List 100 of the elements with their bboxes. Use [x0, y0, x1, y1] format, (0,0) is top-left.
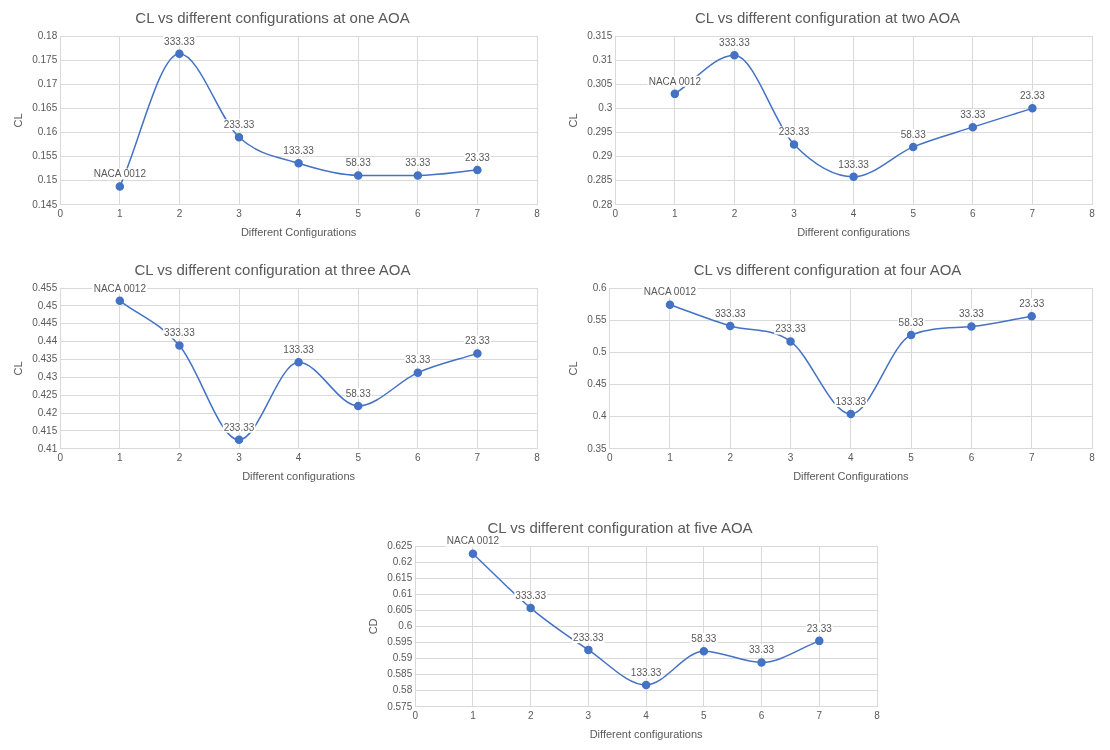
annotation: 33.33 [960, 108, 986, 120]
annotation: 233.33 [778, 126, 810, 138]
annotation: 58.33 [691, 632, 717, 644]
point [1027, 312, 1036, 321]
x-tick-label: 1 [672, 207, 679, 219]
y-tick-label: 0.62 [392, 555, 413, 567]
point [526, 603, 535, 613]
annotation: 23.33 [1019, 298, 1045, 310]
annotation: NACA 0012 [93, 282, 147, 294]
x-tick-label: 2 [176, 207, 183, 219]
y-axis-title: CL [11, 113, 24, 128]
point [815, 636, 824, 646]
point [906, 330, 916, 340]
x-tick-label: 8 [534, 451, 541, 463]
y-axis-title: CD [366, 618, 379, 635]
y-tick-label: 0.55 [587, 313, 608, 325]
x-tick-label: 1 [117, 207, 124, 219]
chart-title: CL vs different configuration at three AOA [134, 261, 411, 279]
chart-title: CL vs different configuration at two AOA [694, 9, 961, 27]
y-tick-label: 0.59 [392, 652, 413, 664]
y-tick-label: 0.3 [598, 102, 613, 114]
y-tick-label: 0.625 [387, 539, 413, 551]
annotation: 233.33 [573, 631, 605, 643]
x-axis-title: Different configurations [797, 226, 911, 239]
point [849, 172, 858, 182]
x-axis-title: Different Configurations [793, 470, 909, 483]
x-tick-label: 1 [667, 451, 674, 463]
annotation: 333.33 [164, 35, 196, 47]
x-tick-label: 5 [910, 207, 917, 219]
point [175, 49, 184, 59]
annotation: 23.33 [806, 622, 833, 634]
y-tick-label: 0.435 [32, 353, 58, 365]
y-tick-label: 0.18 [37, 29, 58, 41]
annotation: NACA 0012 [93, 168, 147, 180]
x-tick-label: 5 [701, 709, 708, 721]
y-tick-label: 0.595 [387, 636, 413, 648]
y-tick-label: 0.28 [592, 198, 613, 210]
point [670, 89, 680, 99]
y-tick-label: 0.5 [592, 346, 608, 358]
point [967, 322, 976, 331]
x-tick-label: 0 [612, 207, 619, 219]
annotation: 23.33 [1019, 90, 1046, 102]
annotation: 133.33 [835, 395, 867, 407]
point [115, 296, 125, 306]
x-tick-label: 3 [585, 709, 592, 721]
annotation: 33.33 [405, 157, 431, 169]
annotation: 333.33 [714, 307, 746, 319]
point [730, 51, 739, 60]
annotation: NACA 0012 [643, 286, 697, 298]
y-axis-title: CL [11, 361, 24, 376]
y-tick-label: 0.175 [32, 53, 58, 65]
x-tick-label: 6 [415, 451, 422, 463]
point [908, 142, 918, 152]
x-tick-label: 1 [470, 709, 477, 721]
x-tick-label: 6 [415, 207, 422, 219]
x-tick-label: 8 [1089, 451, 1096, 463]
point [1028, 104, 1037, 113]
chart-title: CL vs different configurations at one AOA [135, 9, 410, 27]
x-tick-label: 3 [236, 451, 243, 463]
y-tick-label: 0.6 [398, 620, 413, 632]
annotation: 133.33 [838, 158, 870, 170]
point [584, 645, 593, 655]
x-axis-title: Different Configurations [240, 226, 357, 239]
point [786, 337, 795, 346]
y-tick-label: 0.45 [37, 299, 58, 311]
y-tick-label: 0.605 [387, 604, 413, 616]
x-tick-label: 3 [236, 207, 243, 219]
y-tick-label: 0.41 [37, 442, 58, 454]
x-tick-label: 6 [758, 709, 765, 721]
annotation: 33.33 [958, 308, 985, 320]
annotation: 58.33 [345, 387, 372, 399]
chart-title: CL vs different configuration at five AOA [487, 519, 753, 537]
point [757, 658, 766, 667]
y-tick-label: 0.415 [32, 424, 58, 436]
y-tick-label: 0.425 [32, 388, 58, 400]
annotation: 233.33 [223, 119, 255, 131]
x-tick-label: 6 [968, 451, 975, 463]
y-tick-label: 0.15 [37, 174, 58, 186]
x-tick-label: 7 [1029, 207, 1036, 219]
x-tick-label: 7 [1028, 451, 1035, 463]
point [726, 321, 735, 331]
y-tick-label: 0.6 [592, 281, 608, 293]
annotation: 33.33 [405, 354, 431, 366]
y-tick-label: 0.165 [32, 102, 58, 114]
y-tick-label: 0.44 [37, 335, 58, 347]
y-tick-label: 0.305 [587, 77, 613, 89]
x-tick-label: 3 [791, 207, 798, 219]
x-tick-label: 0 [57, 207, 64, 219]
annotation: 233.33 [775, 323, 807, 335]
x-tick-label: 4 [848, 451, 855, 463]
y-tick-label: 0.445 [32, 317, 58, 329]
point [968, 122, 978, 132]
y-tick-label: 0.285 [587, 174, 613, 186]
point [234, 133, 244, 142]
point [175, 341, 184, 350]
point [234, 435, 244, 445]
y-axis-title: CL [566, 361, 579, 376]
point [846, 409, 856, 419]
y-tick-label: 0.455 [32, 281, 58, 293]
point [641, 680, 651, 690]
